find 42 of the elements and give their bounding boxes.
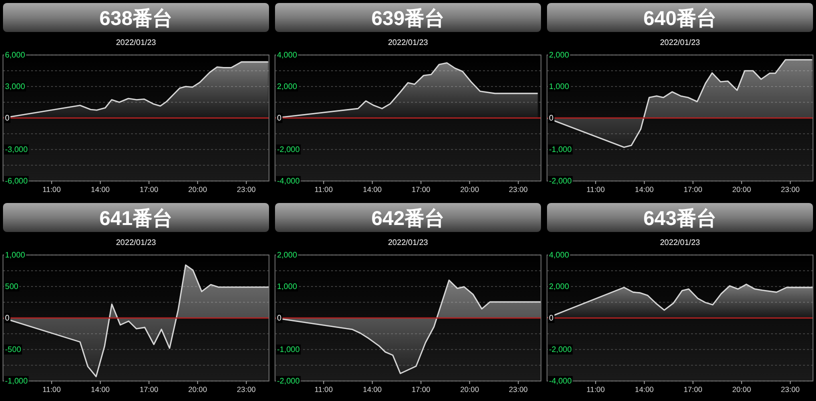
y-tick-label: 3,000 xyxy=(5,82,26,91)
chart-title: 641番台 xyxy=(99,207,173,230)
y-tick-label: 4,000 xyxy=(277,50,298,60)
y-tick-label: 0 xyxy=(5,314,10,322)
y-tick-label: -1,000 xyxy=(549,145,572,154)
y-tick-label: -2,000 xyxy=(277,376,300,386)
y-tick-label: 6,000 xyxy=(5,50,26,60)
chart-subtitle: 2022/01/23 xyxy=(660,238,701,247)
y-tick-label: -2,000 xyxy=(549,176,572,186)
y-tick-label: -3,000 xyxy=(5,145,28,154)
y-tick-label: 500 xyxy=(5,282,19,291)
y-tick-label: 0 xyxy=(549,314,554,322)
y-tick-label: -4,000 xyxy=(277,176,300,186)
y-tick-label: -6,000 xyxy=(5,176,28,186)
y-tick-label: -1,000 xyxy=(277,345,300,354)
y-tick-label: -500 xyxy=(5,345,22,354)
chart-title: 642番台 xyxy=(371,207,445,230)
y-tick-label: 2,000 xyxy=(277,82,298,91)
y-tick-label: 1,000 xyxy=(277,282,298,291)
y-tick-label: -1,000 xyxy=(5,376,28,386)
chart-subtitle: 2022/01/23 xyxy=(116,238,157,247)
y-tick-label: 1,000 xyxy=(5,250,26,260)
chart-title: 638番台 xyxy=(99,7,173,30)
y-tick-label: -4,000 xyxy=(549,376,572,386)
y-tick-label: 2,000 xyxy=(549,282,570,291)
y-tick-label: 2,000 xyxy=(549,50,570,60)
y-tick-label: 4,000 xyxy=(549,250,570,260)
y-tick-label: 0 xyxy=(549,114,554,122)
chart-subtitle: 2022/01/23 xyxy=(388,38,429,47)
chart-title: 639番台 xyxy=(371,7,445,30)
y-tick-label: -2,000 xyxy=(549,345,572,354)
y-tick-label: 0 xyxy=(277,114,282,122)
y-tick-label: 0 xyxy=(5,114,10,122)
chart-title: 640番台 xyxy=(643,7,717,30)
y-tick-label: -2,000 xyxy=(277,145,300,154)
chart-subtitle: 2022/01/23 xyxy=(388,238,429,247)
y-tick-label: 2,000 xyxy=(277,250,298,260)
chart-title: 643番台 xyxy=(643,207,717,230)
chart-subtitle: 2022/01/23 xyxy=(660,38,701,47)
chart-subtitle: 2022/01/23 xyxy=(116,38,157,47)
y-tick-label: 0 xyxy=(277,314,282,322)
y-tick-label: 1,000 xyxy=(549,82,570,91)
